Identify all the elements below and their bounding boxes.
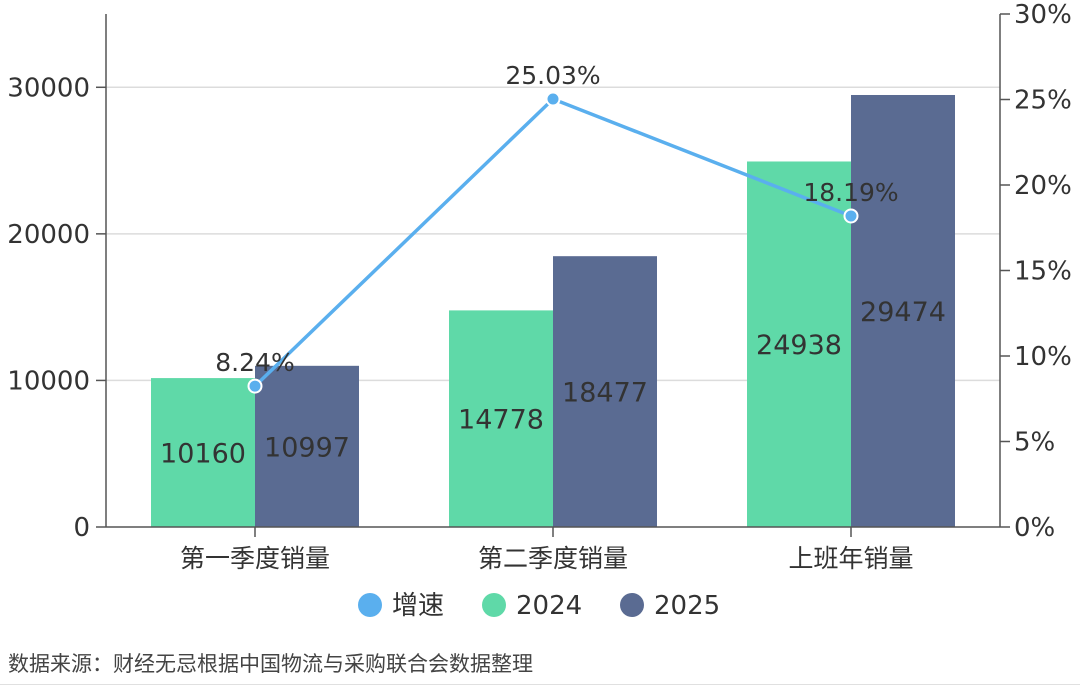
growth-point-label: 25.03% — [505, 61, 600, 90]
y-left-tick-label: 0 — [73, 513, 90, 543]
bar-2025 — [553, 256, 657, 527]
y-right-tick-label: 15% — [1014, 257, 1072, 287]
y-right-tick-label: 0% — [1014, 513, 1055, 543]
growth-point — [545, 91, 561, 107]
bar-2025 — [851, 94, 955, 528]
combo-chart: 10160 10997 14778 18477 24938 29474 0 10000 200… — [7, 0, 1072, 621]
y-right-tick-label: 10% — [1014, 342, 1072, 372]
bar-2024 — [151, 378, 255, 527]
bar-2024 — [747, 161, 851, 528]
x-tick-label: 第一季度销量 — [180, 544, 330, 573]
bar-value-label: 18477 — [562, 378, 648, 409]
bar-2024 — [449, 310, 553, 527]
bar-value-label: 10997 — [264, 432, 350, 463]
y-right-tick-label: 30% — [1014, 0, 1072, 30]
x-tick-label: 第二季度销量 — [478, 544, 628, 573]
source-note: 数据来源：财经无忌根据中国物流与采购联合会数据整理 — [8, 652, 533, 676]
y-left-tick-label: 30000 — [7, 73, 90, 103]
legend-swatch-增速 — [358, 593, 382, 617]
y-left-tick-label: 10000 — [7, 366, 90, 396]
bar-value-label: 10160 — [160, 439, 246, 470]
growth-point — [247, 378, 263, 394]
legend-label: 2025 — [654, 591, 720, 621]
legend-swatch-2025 — [620, 593, 644, 617]
axes: 0 10000 20000 30000 0% 5% 10% 15% 20% 25% 30% 第一季度销… — [7, 0, 1072, 573]
bars: 10160 10997 14778 18477 24938 29474 — [151, 94, 955, 528]
x-tick-label: 上班年销量 — [788, 544, 913, 573]
growth-line: 8.24% 25.03% 18.19% — [215, 61, 899, 394]
growth-point-label: 18.19% — [803, 178, 898, 207]
legend-label: 增速 — [392, 591, 444, 621]
legend-swatch-2024 — [482, 593, 506, 617]
footer-divider — [0, 684, 1080, 685]
bar-2025 — [255, 365, 359, 527]
y-right-tick-label: 5% — [1014, 428, 1055, 458]
y-right-tick-label: 20% — [1014, 171, 1072, 201]
bar-value-label: 29474 — [860, 297, 946, 328]
legend-label: 2024 — [516, 591, 582, 621]
growth-point — [843, 208, 859, 224]
y-left-tick-label: 20000 — [7, 220, 90, 250]
bar-value-label: 24938 — [756, 330, 842, 361]
y-right-tick-label: 25% — [1014, 86, 1072, 116]
legend: 增速 2024 2025 — [358, 591, 720, 621]
growth-point-label: 8.24% — [215, 348, 294, 377]
bar-value-label: 14778 — [458, 405, 544, 436]
